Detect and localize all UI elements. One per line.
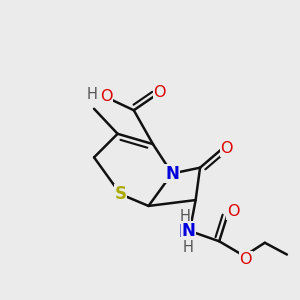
Text: N: N (178, 224, 192, 242)
Text: H: H (183, 240, 194, 255)
Text: O: O (220, 141, 233, 156)
Text: O: O (100, 89, 113, 104)
Text: N: N (181, 222, 195, 240)
Text: N: N (165, 165, 179, 183)
Text: H: H (86, 87, 97, 102)
Text: H: H (180, 209, 191, 224)
Text: S: S (115, 185, 127, 203)
Text: O: O (154, 85, 166, 100)
Text: O: O (239, 252, 252, 267)
Text: O: O (227, 204, 240, 219)
